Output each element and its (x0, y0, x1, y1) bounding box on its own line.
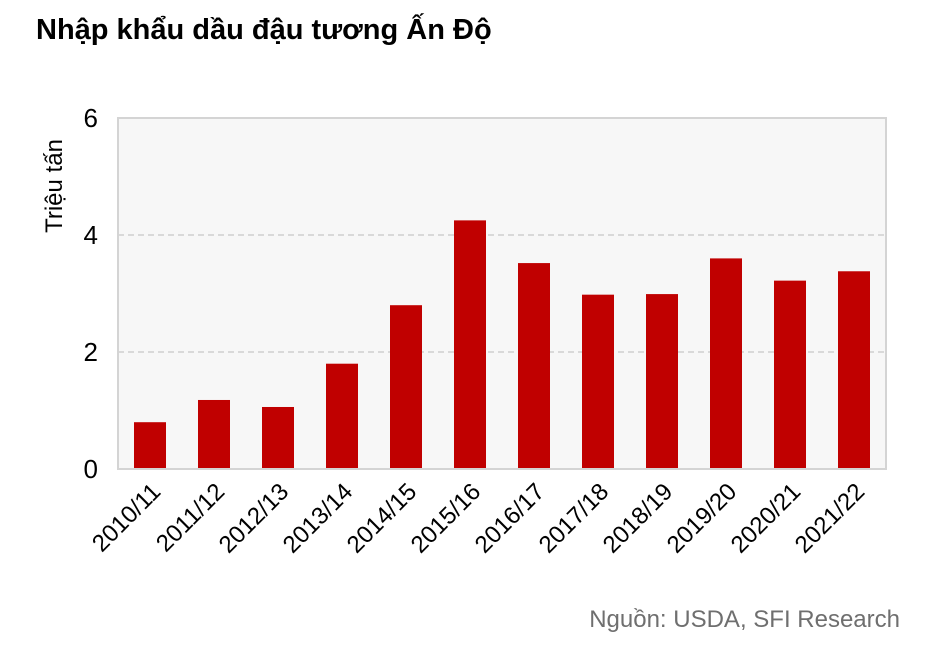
y-tick-label: 6 (84, 103, 98, 133)
x-tick-label: 2020/21 (726, 478, 806, 558)
bars (134, 220, 870, 469)
y-tick-label: 0 (84, 454, 98, 484)
bar-2018-19 (646, 294, 678, 469)
bar-2020-21 (774, 280, 806, 469)
bar-2021-22 (838, 271, 870, 469)
chart-title: Nhập khẩu dầu đậu tương Ấn Độ (36, 14, 492, 46)
source-note: Nguồn: USDA, SFI Research (589, 606, 900, 633)
x-tick-label: 2017/18 (534, 478, 614, 558)
y-axis-label: Triệu tấn (41, 139, 68, 233)
bar-2012-13 (262, 406, 294, 469)
plot-area (118, 118, 886, 469)
y-tick-label: 2 (84, 337, 98, 367)
gridlines (118, 234, 886, 353)
bar-2014-15 (390, 305, 422, 469)
bar-2010-11 (134, 422, 166, 469)
y-axis-ticks: 0 2 4 6 (84, 103, 98, 484)
bar-2011-12 (198, 399, 230, 469)
bar-2015-16 (454, 220, 486, 469)
x-tick-label: 2010/11 (87, 478, 166, 557)
bar-2016-17 (518, 263, 550, 469)
y-tick-label: 4 (84, 220, 98, 250)
bar-2013-14 (326, 363, 358, 469)
bar-2017-18 (582, 294, 614, 469)
x-tick-label: 2014/15 (342, 478, 422, 558)
bar-2019-20 (710, 258, 742, 469)
x-tick-label: 2021/22 (790, 478, 870, 558)
plot-frame (117, 117, 887, 470)
x-axis-ticks: 2010/112011/122012/132013/142014/152015/… (87, 478, 870, 558)
x-tick-label: 2019/20 (662, 478, 742, 558)
x-tick-label: 2013/14 (278, 478, 358, 558)
x-tick-label: 2012/13 (214, 478, 294, 558)
x-tick-label: 2018/19 (598, 478, 678, 558)
x-tick-label: 2016/17 (470, 478, 550, 558)
x-tick-label: 2015/16 (406, 478, 486, 558)
